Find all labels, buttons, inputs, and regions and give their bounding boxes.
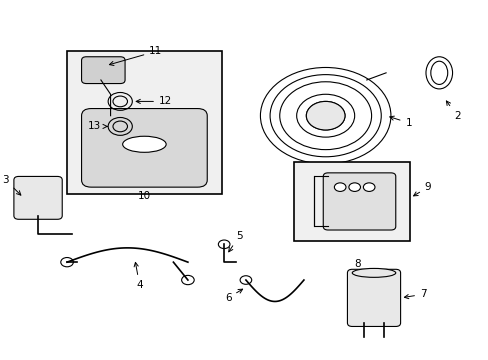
Circle shape [363,183,374,192]
Text: 9: 9 [413,182,430,196]
Text: 7: 7 [404,289,426,299]
Text: 3: 3 [2,175,21,195]
Text: 10: 10 [138,191,151,201]
FancyBboxPatch shape [81,109,207,187]
Circle shape [305,102,345,130]
Text: 8: 8 [353,258,360,269]
Ellipse shape [122,136,166,152]
FancyBboxPatch shape [67,51,221,194]
Text: 4: 4 [134,262,142,290]
Text: 5: 5 [228,231,243,252]
Ellipse shape [351,269,395,277]
Text: 1: 1 [389,116,411,128]
Circle shape [348,183,360,192]
Text: 2: 2 [446,101,460,121]
Text: 13: 13 [87,121,107,131]
FancyBboxPatch shape [14,176,62,219]
FancyBboxPatch shape [323,173,395,230]
Text: 12: 12 [136,96,172,107]
Circle shape [334,183,346,192]
Text: 6: 6 [224,289,242,303]
FancyBboxPatch shape [294,162,409,241]
FancyBboxPatch shape [346,269,400,327]
FancyBboxPatch shape [81,57,125,84]
Text: 11: 11 [109,46,162,66]
